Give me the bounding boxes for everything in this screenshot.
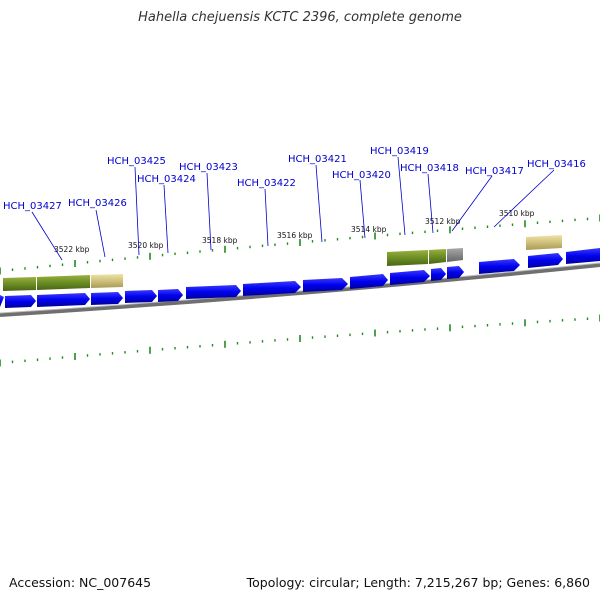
- feature-block: [91, 274, 123, 288]
- gene-arrow[interactable]: [528, 253, 563, 268]
- feature-block: [447, 248, 463, 262]
- scale-label: 3522 kbp: [54, 245, 90, 254]
- leader-line: [427, 173, 434, 234]
- upper-scale-ticks: [0, 214, 600, 275]
- feature-blocks: [3, 235, 562, 291]
- feature-block: [387, 250, 428, 266]
- leader-line: [451, 175, 493, 232]
- genome-backbone-highlight: [0, 262, 600, 314]
- gene-arrows: [0, 248, 600, 308]
- leader-line: [397, 156, 406, 236]
- leader-line: [359, 179, 366, 239]
- gene-label[interactable]: HCH_03423: [179, 162, 238, 173]
- gene-label[interactable]: HCH_03419: [370, 146, 429, 157]
- scale-label: 3520 kbp: [128, 241, 164, 250]
- gene-label[interactable]: HCH_03417: [465, 166, 524, 177]
- scale-labels: 3522 kbp 3520 kbp 3518 kbp 3516 kbp 3514…: [54, 209, 535, 254]
- leader-line: [493, 169, 555, 228]
- gene-label[interactable]: HCH_03425: [107, 156, 166, 167]
- label-leader-lines: [31, 156, 555, 261]
- gene-arrow[interactable]: [125, 290, 157, 303]
- gene-label[interactable]: HCH_03416: [527, 159, 586, 170]
- gene-arrow[interactable]: [186, 285, 241, 299]
- leader-line: [95, 209, 106, 258]
- lower-scale-ticks: [0, 314, 600, 367]
- gene-label[interactable]: HCH_03418: [400, 163, 459, 174]
- scale-label: 3518 kbp: [202, 236, 238, 245]
- leader-line: [315, 164, 323, 243]
- gene-label[interactable]: HCH_03422: [237, 178, 296, 189]
- scale-label: 3516 kbp: [277, 231, 313, 240]
- scale-label: 3510 kbp: [499, 209, 535, 218]
- gene-arrow[interactable]: [243, 281, 301, 296]
- leader-line: [134, 166, 140, 256]
- genome-title: Hahella chejuensis KCTC 2396, complete g…: [138, 10, 462, 25]
- gene-arrow[interactable]: [5, 295, 36, 308]
- feature-block: [37, 275, 90, 290]
- gene-arrow[interactable]: [566, 248, 600, 264]
- gene-labels: HCH_03427 HCH_03426 HCH_03425 HCH_03424 …: [3, 146, 586, 212]
- genome-backbone: [0, 263, 600, 317]
- gene-label[interactable]: HCH_03420: [332, 170, 391, 181]
- leader-line: [264, 188, 269, 247]
- gene-arrow[interactable]: [447, 266, 464, 279]
- gene-label[interactable]: HCH_03427: [3, 201, 62, 212]
- gene-arrow[interactable]: [303, 278, 348, 292]
- gene-arrow[interactable]: [91, 292, 123, 305]
- scale-label: 3512 kbp: [425, 217, 461, 226]
- gene-label[interactable]: HCH_03424: [137, 174, 196, 185]
- gene-label[interactable]: HCH_03421: [288, 154, 347, 165]
- scale-label: 3514 kbp: [351, 225, 387, 234]
- feature-block: [429, 249, 446, 264]
- leader-line: [163, 184, 169, 254]
- leader-line: [206, 172, 212, 251]
- feature-block: [3, 277, 36, 291]
- gene-label[interactable]: HCH_03426: [68, 198, 127, 209]
- accession-text: Accession: NC_007645: [9, 575, 152, 590]
- gene-arrow[interactable]: [350, 274, 388, 289]
- gene-arrow[interactable]: [479, 259, 520, 274]
- gene-arrow[interactable]: [37, 293, 90, 307]
- gene-arrow[interactable]: [390, 270, 430, 285]
- feature-block: [526, 235, 562, 250]
- leader-line: [31, 211, 63, 261]
- gene-arrow[interactable]: [158, 289, 183, 302]
- genome-summary-text: Topology: circular; Length: 7,215,267 bp…: [246, 575, 590, 590]
- gene-arrow[interactable]: [431, 268, 446, 281]
- gene-arrow[interactable]: [0, 295, 4, 307]
